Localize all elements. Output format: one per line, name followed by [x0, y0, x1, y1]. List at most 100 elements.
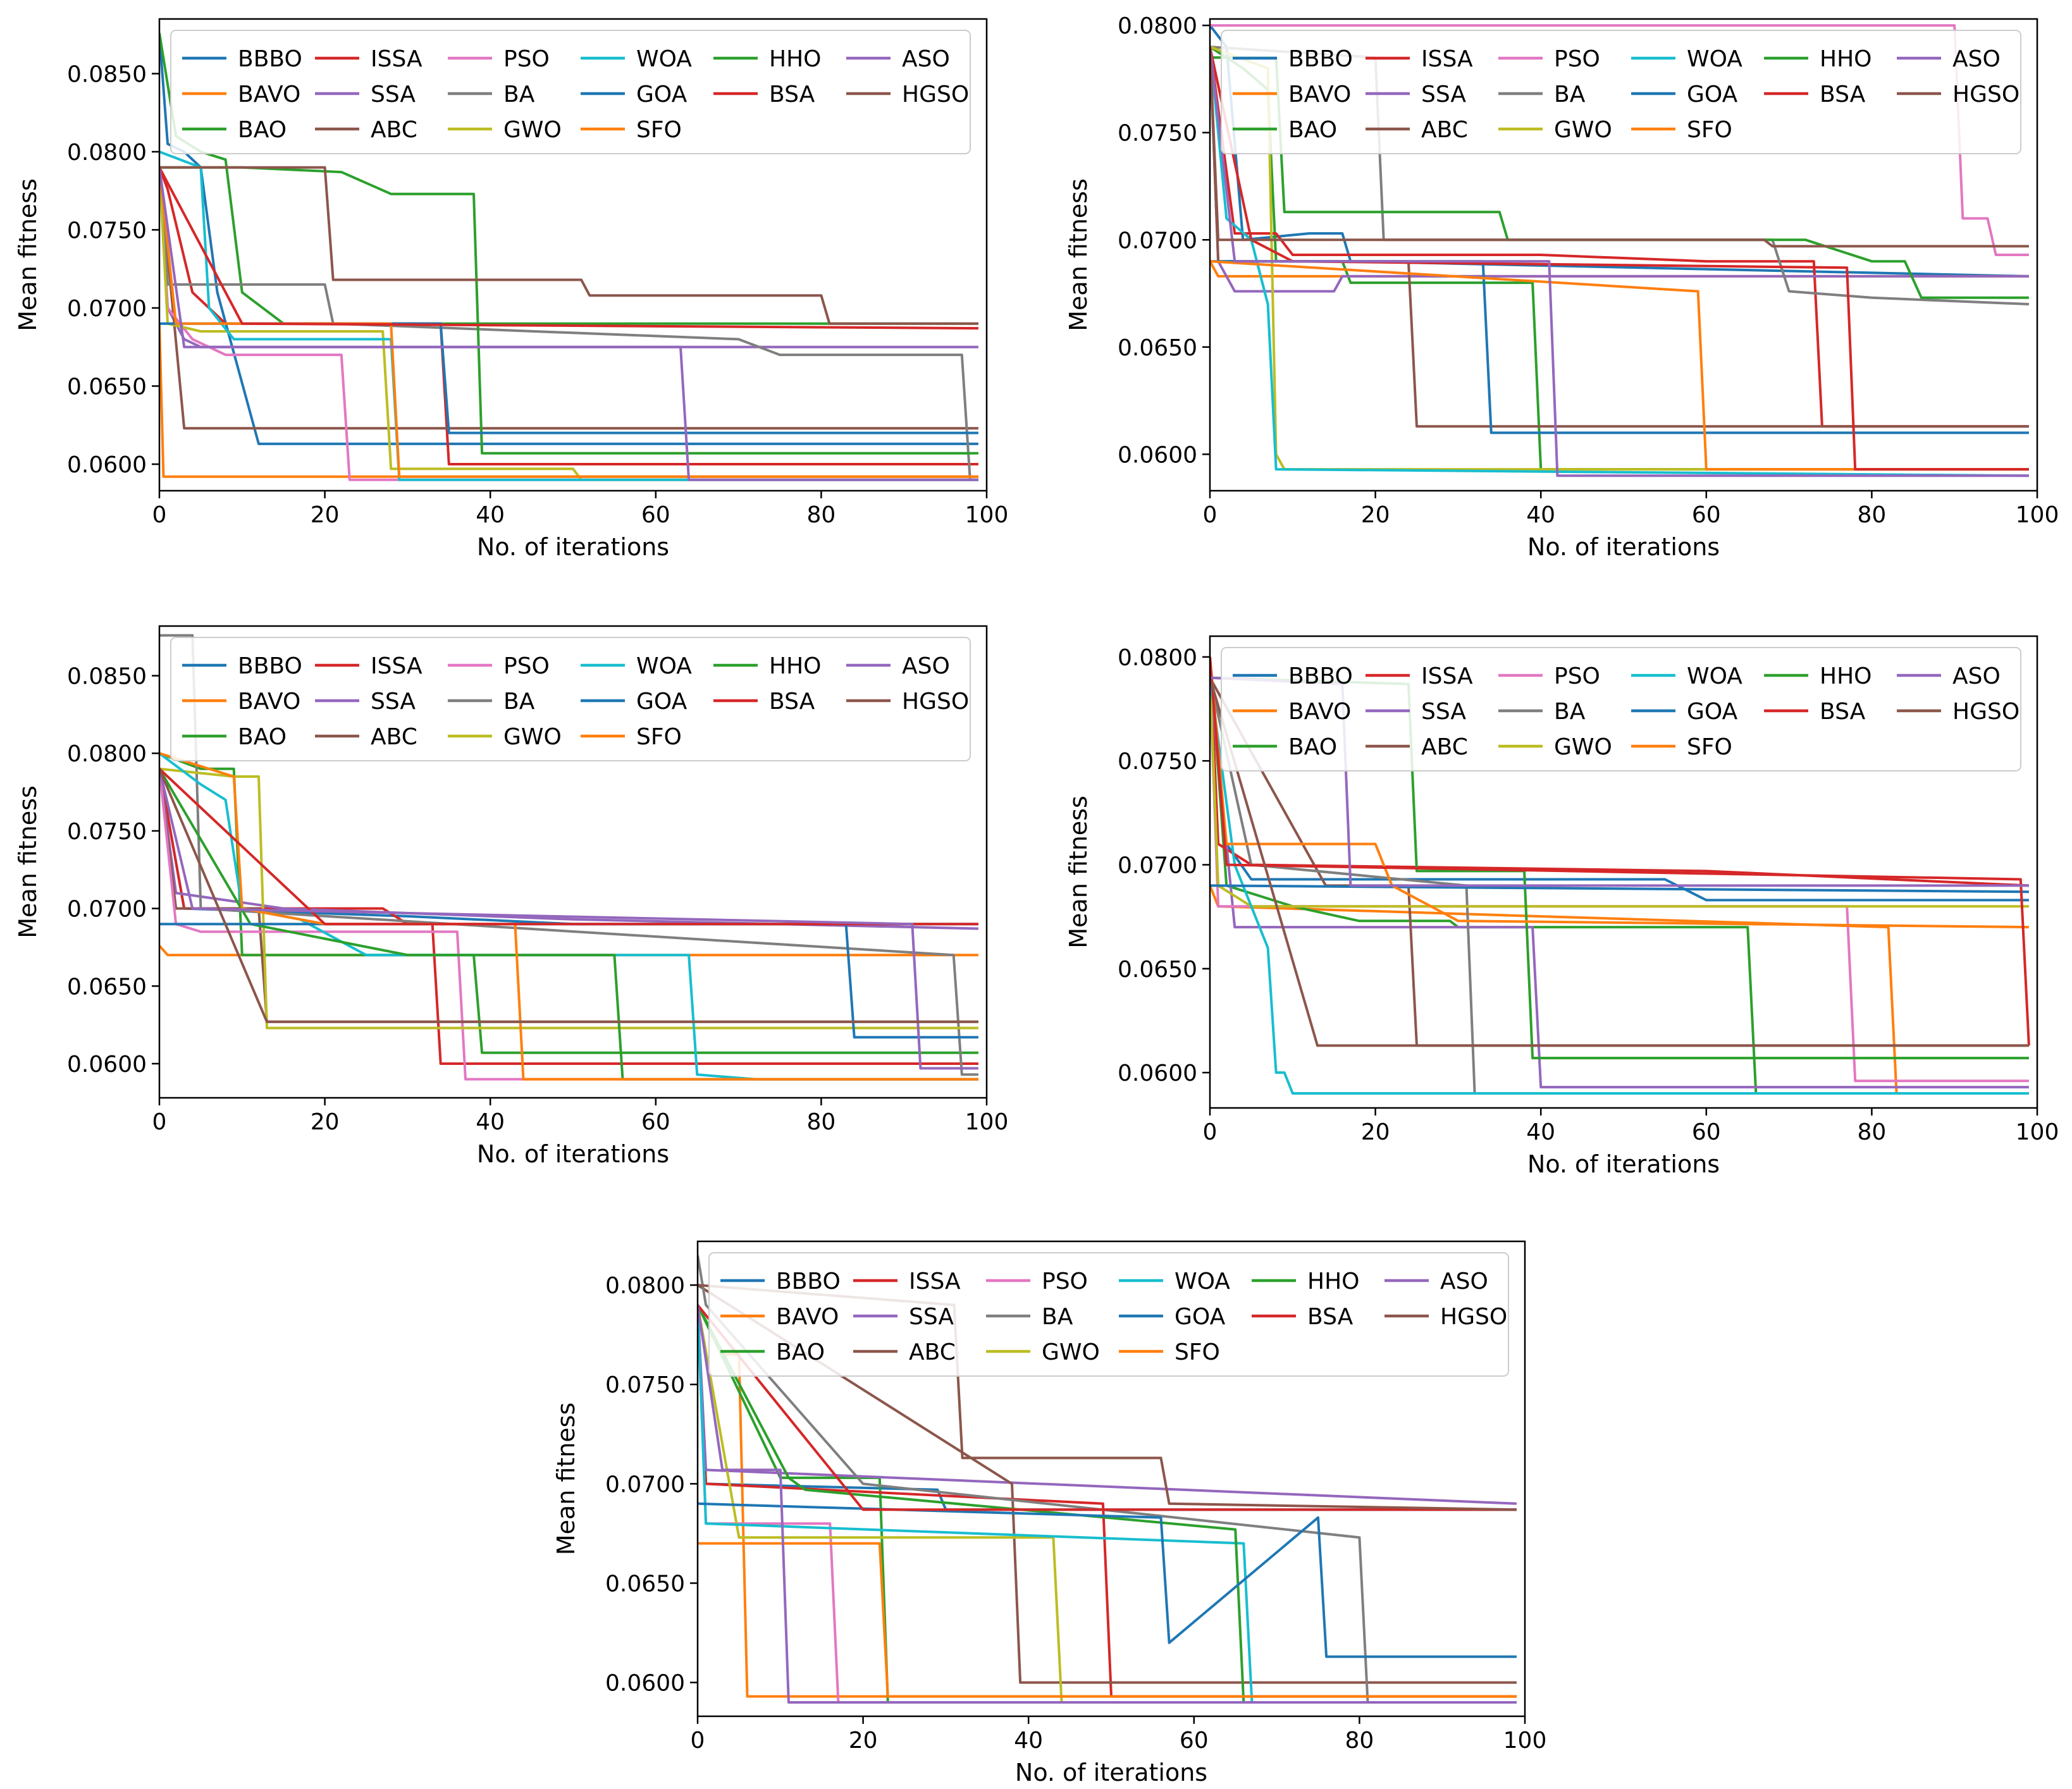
- legend-label-ssa: SSA: [371, 689, 416, 715]
- legend-label-bsa: BSA: [1307, 1304, 1354, 1330]
- y-tick-label: 0.0600: [605, 1671, 685, 1697]
- y-tick-label: 0.0600: [67, 1052, 147, 1078]
- chart-panel-4: 0 20 40 60 80 100 0.0600 0.0650 0.0700 0.0750 0.08…: [1064, 635, 2059, 1178]
- legend-label-pso: PSO: [503, 653, 550, 679]
- axes-frame: [158, 625, 988, 1099]
- legend-label-gwo: GWO: [1554, 734, 1612, 760]
- legend-label-ba: BA: [1042, 1304, 1073, 1330]
- series-line-bsa: [1210, 656, 2030, 1046]
- series-line-sfo: [698, 1542, 1517, 1698]
- legend-label-issa: ISSA: [1421, 46, 1473, 72]
- legend-label-aso: ASO: [902, 653, 950, 679]
- series-line-woa: [159, 752, 978, 1081]
- x-tick-label: 20: [1361, 502, 1390, 528]
- x-tick-label: 0: [152, 502, 167, 528]
- y-tick-label: 0.0800: [1118, 645, 1197, 671]
- y-tick-label: 0.0700: [67, 897, 147, 923]
- y-tick-label: 0.0600: [67, 452, 147, 478]
- legend-label-gwo: GWO: [503, 117, 562, 143]
- legend-label-bbbo: BBBO: [776, 1269, 841, 1294]
- x-tick-label: 100: [2016, 1119, 2059, 1145]
- y-tick-label: 0.0850: [67, 61, 147, 87]
- legend-label-gwo: GWO: [1554, 117, 1612, 143]
- legend-label-issa: ISSA: [371, 653, 422, 679]
- series-line-bao: [1210, 656, 2029, 1095]
- legend-label-bavo: BAVO: [238, 82, 300, 108]
- chart-panel-5: 0 20 40 60 80 100 0.0600 0.0650 0.0700 0.0750 0.08…: [552, 1240, 1546, 1786]
- legend-label-aso: ASO: [1952, 46, 2001, 72]
- y-tick-label: 0.0650: [67, 374, 147, 400]
- legend-label-sfo: SFO: [1175, 1339, 1220, 1365]
- legend-label-abc: ABC: [371, 117, 417, 143]
- legend-label-pso: PSO: [1042, 1269, 1088, 1294]
- y-tick-label: 0.0700: [1118, 852, 1197, 878]
- legend-label-bao: BAO: [238, 117, 287, 143]
- legend-label-sfo: SFO: [636, 117, 682, 143]
- series-line-hgso: [159, 768, 978, 1023]
- legend-label-woa: WOA: [636, 653, 692, 679]
- legend-label-woa: WOA: [1175, 1269, 1230, 1294]
- axes-frame: [1209, 18, 2038, 492]
- legend-label-ssa: SSA: [1421, 699, 1466, 725]
- series-line-bsa: [1210, 46, 2029, 471]
- series-line-bsa: [159, 768, 978, 926]
- legend-label-ba: BA: [1554, 82, 1586, 108]
- y-tick-label: 0.0700: [67, 296, 147, 322]
- x-tick-label: 0: [1203, 502, 1218, 528]
- y-axis-label: Mean fitness: [552, 1403, 580, 1556]
- legend-label-abc: ABC: [1421, 734, 1468, 760]
- y-axis-label: Mean fitness: [1064, 796, 1092, 949]
- series-line-ba: [159, 634, 978, 1076]
- series-line-issa: [159, 166, 978, 465]
- legend-label-hho: HHO: [769, 653, 821, 679]
- x-tick-label: 40: [1526, 1119, 1555, 1145]
- legend: BBBO ISSA PSO WOA HHO ASO BAVO SSA BA GOA BSA HGSO B…: [170, 30, 971, 154]
- legend-label-abc: ABC: [371, 724, 417, 750]
- series-line-aso: [1210, 46, 2029, 477]
- x-tick-label: 100: [2016, 502, 2059, 528]
- legend-label-bsa: BSA: [1820, 699, 1866, 725]
- legend-label-bao: BAO: [776, 1339, 825, 1365]
- legend: BBBO ISSA PSO WOA HHO ASO BAVO SSA BA GOA BSA HGSO B…: [1221, 647, 2021, 772]
- series-line-hgso: [1210, 47, 2029, 248]
- series-line-hgso: [1210, 677, 2029, 1047]
- y-tick-label: 0.0750: [67, 218, 147, 243]
- series-line-woa: [1210, 46, 2029, 477]
- x-tick-label: 80: [1857, 1119, 1886, 1145]
- legend: BBBO ISSA PSO WOA HHO ASO BAVO SSA BA GOA BSA HGSO B…: [708, 1252, 1509, 1377]
- x-tick-label: 60: [641, 1109, 670, 1135]
- legend-label-ba: BA: [503, 689, 535, 715]
- legend-label-bavo: BAVO: [1288, 82, 1351, 108]
- y-tick-label: 0.0650: [67, 974, 147, 1000]
- legend-label-pso: PSO: [503, 46, 550, 72]
- series-group: [159, 634, 978, 1081]
- x-tick-label: 80: [1857, 502, 1886, 528]
- x-tick-label: 60: [1692, 502, 1721, 528]
- y-tick-label: 0.0750: [1118, 121, 1197, 147]
- series-line-aso: [159, 167, 978, 481]
- legend-label-bbbo: BBBO: [238, 653, 302, 679]
- axes-frame: [158, 18, 988, 492]
- legend-label-bao: BAO: [238, 724, 287, 750]
- legend-label-issa: ISSA: [909, 1269, 961, 1294]
- x-tick-label: 20: [311, 502, 340, 528]
- legend-label-hho: HHO: [1820, 663, 1872, 689]
- x-tick-label: 40: [476, 1109, 505, 1135]
- legend-box: [1221, 647, 2021, 772]
- x-tick-label: 80: [806, 502, 836, 528]
- legend-label-goa: GOA: [636, 689, 688, 715]
- legend-label-bao: BAO: [1288, 117, 1337, 143]
- legend-label-woa: WOA: [636, 46, 692, 72]
- legend-label-ba: BA: [1554, 699, 1586, 725]
- legend-label-aso: ASO: [1952, 663, 2001, 689]
- y-tick-label: 0.0850: [67, 664, 147, 690]
- y-tick-label: 0.0750: [605, 1372, 685, 1398]
- series-line-gwo: [159, 167, 978, 481]
- y-tick-label: 0.0650: [1118, 335, 1197, 361]
- legend-label-goa: GOA: [636, 82, 688, 108]
- series-line-goa: [1210, 884, 2029, 894]
- series-line-abc: [698, 1284, 1517, 1684]
- x-axis-label: No. of iterations: [1015, 1759, 1207, 1786]
- x-tick-label: 0: [691, 1728, 705, 1754]
